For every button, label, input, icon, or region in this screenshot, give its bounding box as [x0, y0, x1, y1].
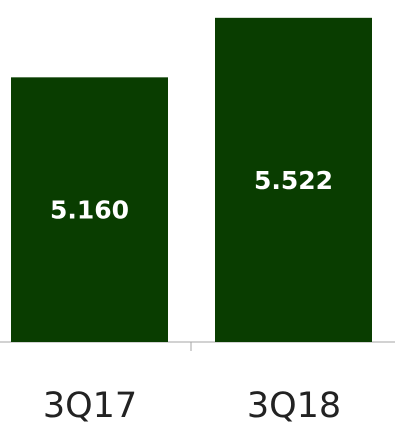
data-label-3q17: 5.160: [50, 196, 129, 225]
data-label-3q18: 5.522: [254, 166, 333, 195]
category-label-3q17: 3Q17: [43, 386, 137, 426]
category-label-3q18: 3Q18: [247, 386, 341, 426]
bar-3q17: [11, 77, 168, 342]
bar-3q18: [215, 17, 372, 342]
